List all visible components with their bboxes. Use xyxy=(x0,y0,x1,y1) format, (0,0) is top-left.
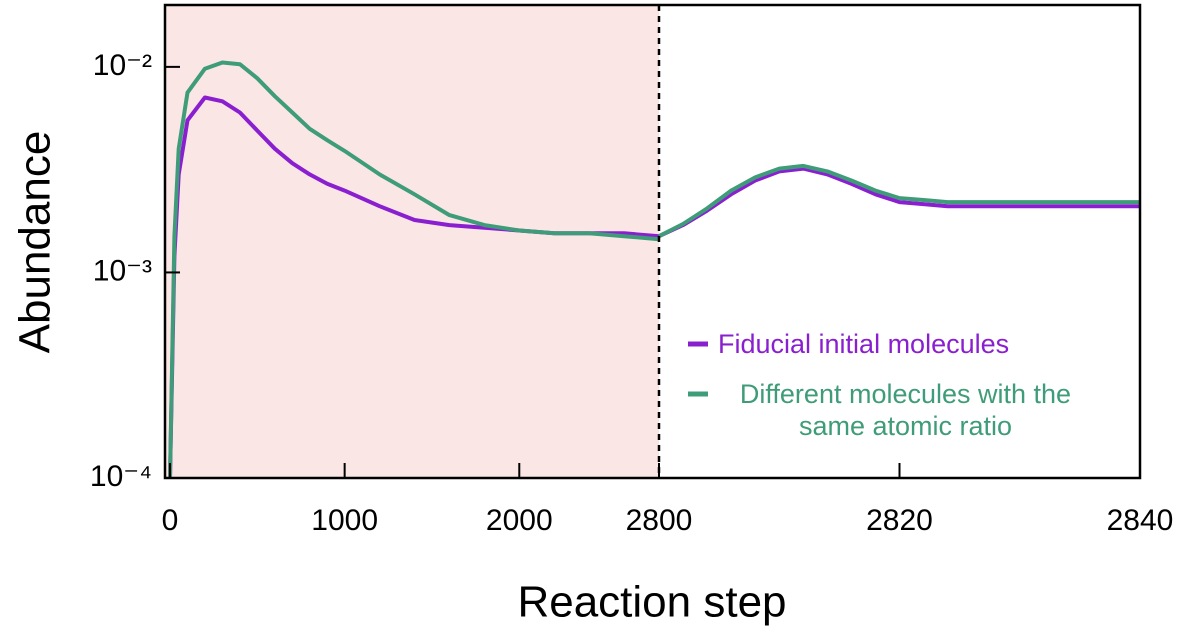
x-tick-label: 2800 xyxy=(626,504,693,537)
series-line xyxy=(658,166,1140,239)
plot-frame xyxy=(163,3,1142,480)
y-axis-label: Abundance xyxy=(11,131,60,354)
legend-label: Fiducial initial molecules xyxy=(718,329,1010,359)
x-tick-label: 2000 xyxy=(486,504,553,537)
plot-layer xyxy=(165,5,1140,479)
y-tick-label: 10⁻² xyxy=(93,49,152,82)
legend-label: Different molecules with the same atomic… xyxy=(739,379,1072,442)
shaded-region xyxy=(165,5,659,478)
y-tick-label: 10⁻³ xyxy=(93,254,152,287)
series-line xyxy=(168,60,660,479)
x-axis-label: Reaction step xyxy=(517,578,786,627)
x-tick-label: 2840 xyxy=(1107,504,1174,537)
y-tick-label: 10⁻⁴ xyxy=(90,460,152,493)
x-tick-label: 2820 xyxy=(866,504,933,537)
x-tick-label: 0 xyxy=(162,504,179,537)
x-tick-label: 1000 xyxy=(311,504,378,537)
series-line xyxy=(658,163,1140,238)
